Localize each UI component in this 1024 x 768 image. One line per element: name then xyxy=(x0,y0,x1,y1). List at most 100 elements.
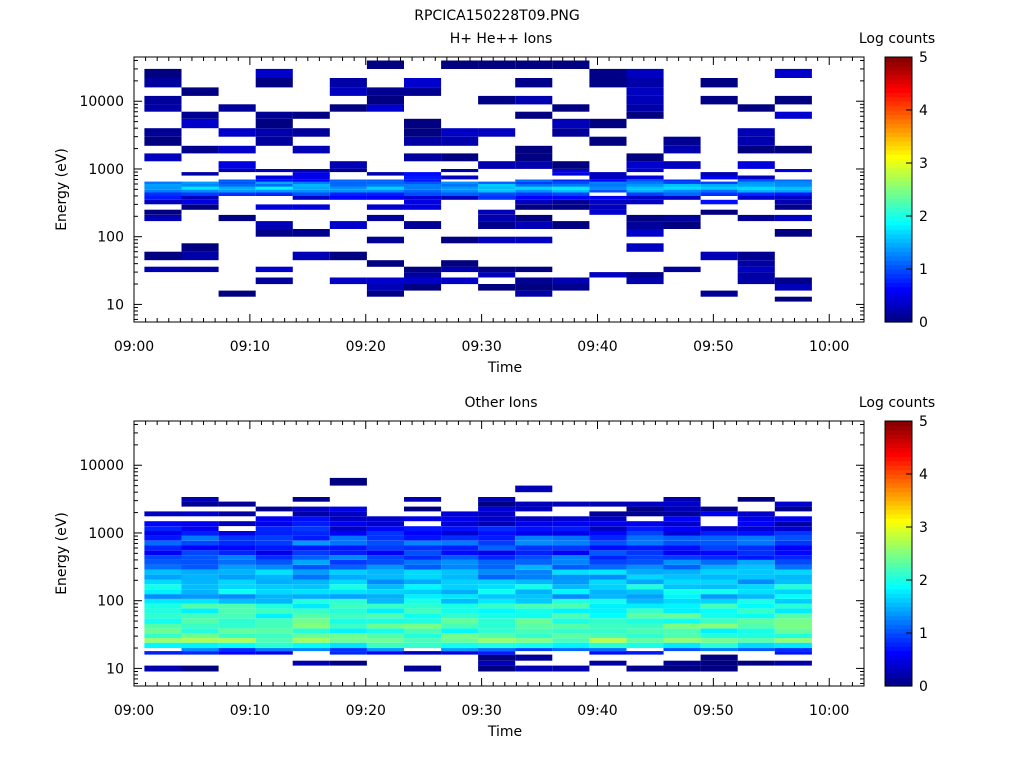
spectrogram-cell xyxy=(255,277,293,285)
colorbar-tick-label: 0 xyxy=(919,679,928,695)
spectrogram-cell xyxy=(255,204,293,210)
spectrogram-cell xyxy=(515,535,553,541)
spectrogram-cell xyxy=(663,161,701,169)
spectrogram-cell xyxy=(663,184,701,187)
spectrogram-cell xyxy=(218,511,256,517)
colorbar-segment xyxy=(885,624,912,630)
spectrogram-cell xyxy=(404,608,442,614)
spectrogram-cell xyxy=(441,555,479,560)
spectrogram-cell xyxy=(478,651,516,655)
spectrogram-cell xyxy=(700,199,738,205)
spectrogram-cell xyxy=(292,251,330,261)
colorbar-segment xyxy=(885,633,912,639)
spectrogram-cell xyxy=(144,78,182,88)
spectrogram-cell xyxy=(255,545,293,551)
x-tick-label: 09:30 xyxy=(461,339,501,355)
x-tick-label: 09:30 xyxy=(461,703,501,719)
spectrogram-cell xyxy=(329,660,367,666)
colorbar-segment xyxy=(885,575,912,581)
spectrogram-cell xyxy=(626,243,664,252)
spectrogram-cell xyxy=(404,175,442,180)
spectrogram-cell xyxy=(292,564,330,570)
y-tick-label: 1000 xyxy=(88,526,124,542)
spectrogram-cell xyxy=(737,660,775,666)
spectrogram-cell xyxy=(366,564,404,570)
spectrogram-cell xyxy=(737,136,775,146)
colorbar-segment xyxy=(885,571,912,577)
spectrogram-cell xyxy=(700,569,738,575)
spectrogram-cell xyxy=(329,477,367,486)
spectrogram-cell xyxy=(255,569,293,575)
spectrogram-cell xyxy=(144,579,182,585)
spectrogram-cell xyxy=(700,623,738,629)
spectrogram-cell xyxy=(329,589,367,595)
spectrogram-cell xyxy=(552,608,590,614)
colorbar-segment xyxy=(885,655,912,661)
spectrogram-cell xyxy=(515,531,553,536)
spectrogram-cell xyxy=(589,618,627,624)
spectrogram-cell xyxy=(663,589,701,595)
x-tick-label: 09:50 xyxy=(693,339,733,355)
spectrogram-cell xyxy=(255,516,293,522)
spectrogram-cell xyxy=(552,60,590,69)
spectrogram-cell xyxy=(329,277,367,285)
spectrogram-cell xyxy=(292,603,330,609)
spectrogram-cells xyxy=(144,477,812,672)
spectrogram-cell xyxy=(181,204,219,210)
spectrogram-cell xyxy=(515,290,553,297)
colorbar-segment xyxy=(885,429,912,435)
spectrogram-cell xyxy=(663,642,701,649)
spectrogram-cell xyxy=(478,638,516,643)
spectrogram-cell xyxy=(329,531,367,536)
spectrogram-cell xyxy=(404,545,442,551)
spectrogram-cell xyxy=(626,184,664,187)
spectrogram-cell xyxy=(552,594,590,599)
spectrogram-cell xyxy=(552,516,590,522)
spectrogram-cell xyxy=(255,526,293,531)
spectrogram-cell xyxy=(366,594,404,599)
spectrogram-cell xyxy=(589,599,627,604)
spectrogram-cell xyxy=(663,618,701,624)
spectrogram-cell xyxy=(144,628,182,634)
spectrogram-cell xyxy=(737,623,775,629)
spectrogram-cell xyxy=(218,145,256,154)
spectrogram-cell xyxy=(255,642,293,649)
spectrogram-cell xyxy=(478,95,516,105)
spectrogram-cell xyxy=(366,535,404,541)
colorbar-segment xyxy=(885,478,912,484)
spectrogram-cell xyxy=(441,559,479,565)
spectrogram-cell xyxy=(552,618,590,624)
spectrogram-cell xyxy=(700,584,738,590)
spectrogram-cell xyxy=(329,599,367,604)
colorbar-segment xyxy=(885,277,912,283)
colorbar-segment xyxy=(885,456,912,462)
spectrogram-cell xyxy=(366,195,404,200)
spectrogram-cell xyxy=(626,181,664,184)
spectrogram-cell xyxy=(144,564,182,570)
spectrogram-cell xyxy=(589,579,627,585)
spectrogram-cell xyxy=(737,260,775,267)
spectrogram-cell xyxy=(589,181,627,184)
spectrogram-cell xyxy=(663,545,701,551)
colorbar-segment xyxy=(885,145,912,151)
spectrogram-cell xyxy=(589,516,627,522)
spectrogram-cell xyxy=(589,603,627,609)
spectrogram-cell xyxy=(774,195,812,200)
spectrogram-cell xyxy=(441,584,479,590)
colorbar-segment xyxy=(885,79,912,85)
spectrogram-cell xyxy=(478,603,516,609)
spectrogram-cell xyxy=(478,272,516,278)
spectrogram-cell xyxy=(626,214,664,222)
spectrogram-cell xyxy=(292,511,330,517)
spectrogram-cell xyxy=(218,638,256,643)
spectrogram-cell xyxy=(737,186,775,190)
spectrogram-cell xyxy=(626,221,664,229)
spectrogram-cell xyxy=(255,550,293,556)
spectrogram-cell xyxy=(255,68,293,78)
spectrogram-cell xyxy=(626,501,664,507)
spectrogram-cell xyxy=(329,169,367,173)
colorbar-segment xyxy=(885,659,912,665)
spectrogram-cell xyxy=(552,104,590,112)
spectrogram-cell xyxy=(589,209,627,215)
spectrogram-cell xyxy=(552,613,590,619)
